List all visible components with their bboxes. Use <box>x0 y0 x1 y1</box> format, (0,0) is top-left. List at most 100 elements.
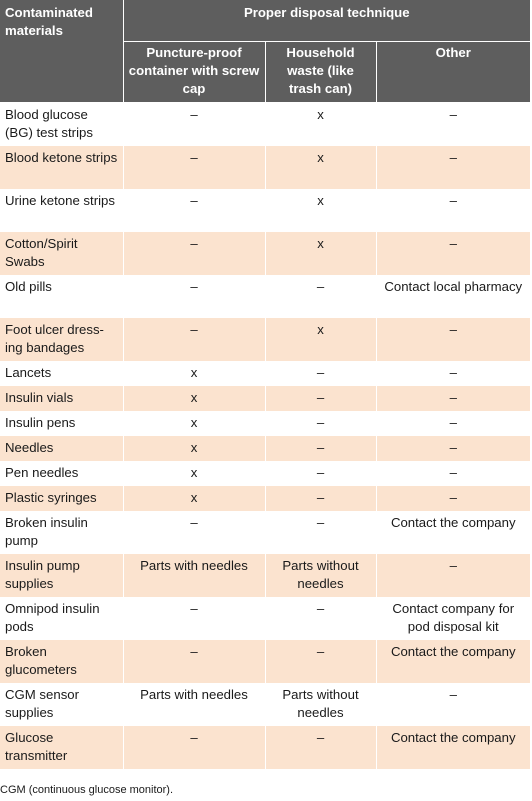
disposal-table: Contaminated materials Proper disposal t… <box>0 0 531 769</box>
cell-material: Plastic syringes <box>0 486 124 511</box>
cell-other: Contact the company <box>376 511 531 554</box>
cell-household: – <box>265 386 377 411</box>
cell-other: – <box>376 386 531 411</box>
cell-material: Blood ketone strips <box>0 146 124 189</box>
table-row: Blood glucose (BG) test strips – x – <box>0 102 531 146</box>
cell-household: Parts without needles <box>265 683 377 726</box>
cell-material: CGM sensor supplies <box>0 683 124 726</box>
cell-other: – <box>376 461 531 486</box>
cell-puncture: – <box>123 726 266 769</box>
table-row: Pen needles x – – <box>0 461 531 486</box>
table-row: Broken glucometers – – Contact the compa… <box>0 640 531 683</box>
header-contaminated-materials: Contaminated materials <box>0 0 124 103</box>
cell-puncture: – <box>123 102 266 146</box>
cell-other: – <box>376 232 531 275</box>
cell-puncture: x <box>123 411 266 436</box>
cell-puncture: x <box>123 386 266 411</box>
cell-household: – <box>265 640 377 683</box>
cell-other: – <box>376 683 531 726</box>
cell-household: – <box>265 726 377 769</box>
cell-puncture: – <box>123 318 266 361</box>
cell-material: Urine ketone strips <box>0 189 124 232</box>
table-header: Contaminated materials Proper disposal t… <box>0 0 531 103</box>
table-row: Needles x – – <box>0 436 531 461</box>
cell-other: – <box>376 361 531 386</box>
cell-other: – <box>376 411 531 436</box>
cell-household: – <box>265 436 377 461</box>
cell-puncture: – <box>123 232 266 275</box>
cell-household: – <box>265 597 377 640</box>
cell-material: Broken insulin pump <box>0 511 124 554</box>
cell-puncture: x <box>123 461 266 486</box>
cell-other: – <box>376 486 531 511</box>
cell-material: Insulin vials <box>0 386 124 411</box>
cell-other: Contact company for pod disposal kit <box>376 597 531 640</box>
cell-material: Pen needles <box>0 461 124 486</box>
cell-household: x <box>265 232 377 275</box>
cell-puncture: x <box>123 436 266 461</box>
cell-household: – <box>265 275 377 318</box>
cell-other: – <box>376 146 531 189</box>
table-row: Old pills – – Contact local pharmacy <box>0 275 531 318</box>
cell-other: Contact the company <box>376 640 531 683</box>
cell-puncture: – <box>123 597 266 640</box>
cell-other: – <box>376 554 531 597</box>
cell-household: x <box>265 189 377 232</box>
table-footnote: CGM (continuous glucose monitor). <box>0 784 174 796</box>
cell-puncture: – <box>123 511 266 554</box>
table-row: Insulin pens x – – <box>0 411 531 436</box>
cell-material: Broken glucometers <box>0 640 124 683</box>
cell-material: Insulin pump supplies <box>0 554 124 597</box>
cell-material: Lancets <box>0 361 124 386</box>
cell-puncture: Parts with needles <box>123 683 266 726</box>
cell-puncture: x <box>123 361 266 386</box>
cell-other: – <box>376 436 531 461</box>
cell-household: x <box>265 102 377 146</box>
cell-household: – <box>265 361 377 386</box>
cell-material: Blood glucose (BG) test strips <box>0 102 124 146</box>
cell-household: x <box>265 146 377 189</box>
cell-other: Contact local pharmacy <box>376 275 531 318</box>
cell-material: Cotton/Spirit Swabs <box>0 232 124 275</box>
cell-household: Parts without needles <box>265 554 377 597</box>
table-body: Blood glucose (BG) test strips – x – Blo… <box>0 102 531 769</box>
cell-puncture: x <box>123 486 266 511</box>
cell-puncture: – <box>123 189 266 232</box>
cell-material: Insulin pens <box>0 411 124 436</box>
table-row: Cotton/Spirit Swabs – x – <box>0 232 531 275</box>
table-row: Foot ulcer dress-ing bandages – x – <box>0 318 531 361</box>
cell-material: Foot ulcer dress-ing bandages <box>0 318 124 361</box>
cell-household: x <box>265 318 377 361</box>
cell-puncture: – <box>123 275 266 318</box>
header-puncture-proof-container: Puncture-proof container with screw cap <box>122 41 266 103</box>
table-row: Blood ketone strips – x – <box>0 146 531 189</box>
cell-material: Omnipod insulin pods <box>0 597 124 640</box>
cell-puncture: – <box>123 640 266 683</box>
cell-household: – <box>265 461 377 486</box>
cell-puncture: – <box>123 146 266 189</box>
cell-puncture: Parts with needles <box>123 554 266 597</box>
cell-household: – <box>265 486 377 511</box>
table-row: Insulin vials x – – <box>0 386 531 411</box>
table-row: Glucose transmitter – – Contact the comp… <box>0 726 531 769</box>
header-other: Other <box>375 41 531 103</box>
table-row: Broken insulin pump – – Contact the comp… <box>0 511 531 554</box>
table-row: Urine ketone strips – x – <box>0 189 531 232</box>
header-household-waste: Household waste (like trash can) <box>264 41 377 103</box>
cell-other: – <box>376 318 531 361</box>
table-row: Omnipod insulin pods – – Contact company… <box>0 597 531 640</box>
cell-household: – <box>265 411 377 436</box>
cell-other: – <box>376 189 531 232</box>
cell-material: Glucose transmitter <box>0 726 124 769</box>
table-row: Plastic syringes x – – <box>0 486 531 511</box>
table-row: Lancets x – – <box>0 361 531 386</box>
cell-material: Old pills <box>0 275 124 318</box>
cell-other: Contact the company <box>376 726 531 769</box>
table-row: Insulin pump supplies Parts with needles… <box>0 554 531 597</box>
header-proper-disposal-technique: Proper disposal technique <box>122 0 531 43</box>
cell-other: – <box>376 102 531 146</box>
cell-household: – <box>265 511 377 554</box>
table-row: CGM sensor supplies Parts with needles P… <box>0 683 531 726</box>
cell-material: Needles <box>0 436 124 461</box>
